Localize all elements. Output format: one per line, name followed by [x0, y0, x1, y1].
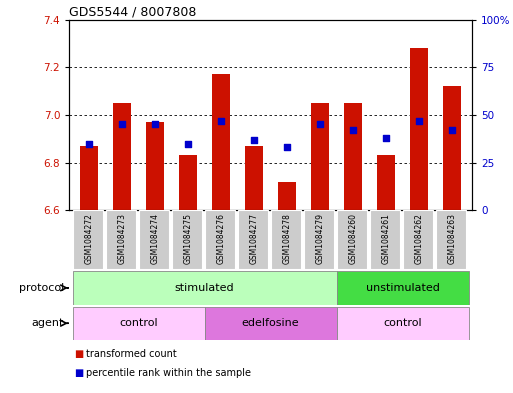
Point [283, 144, 291, 151]
Point [151, 121, 159, 128]
Text: transformed count: transformed count [86, 349, 176, 359]
Point [250, 137, 258, 143]
Bar [437, 210, 466, 269]
Bar [205, 307, 337, 340]
Point [316, 121, 324, 128]
Text: GSM1084276: GSM1084276 [216, 213, 226, 264]
Text: GSM1084277: GSM1084277 [250, 213, 259, 264]
Bar [311, 103, 329, 210]
Text: GSM1084261: GSM1084261 [382, 213, 390, 264]
Text: stimulated: stimulated [175, 283, 234, 293]
Bar [443, 86, 461, 210]
Point [184, 140, 192, 147]
Bar [80, 146, 98, 210]
Text: GSM1084274: GSM1084274 [151, 213, 160, 264]
Bar [73, 210, 103, 269]
Text: edelfosine: edelfosine [242, 318, 300, 328]
Text: GSM1084263: GSM1084263 [448, 213, 457, 264]
Bar [377, 156, 395, 210]
Text: GSM1084275: GSM1084275 [184, 213, 192, 264]
Point [448, 127, 456, 133]
Text: GSM1084272: GSM1084272 [85, 213, 93, 264]
Text: ■: ■ [74, 368, 84, 378]
Bar [179, 156, 197, 210]
Bar [304, 210, 334, 269]
Text: GSM1084260: GSM1084260 [349, 213, 358, 264]
Text: ■: ■ [74, 349, 84, 359]
Text: GDS5544 / 8007808: GDS5544 / 8007808 [69, 6, 196, 18]
Bar [212, 74, 230, 210]
Bar [113, 103, 131, 210]
Bar [403, 210, 433, 269]
Text: protocol: protocol [19, 283, 64, 293]
Point [349, 127, 357, 133]
Bar [337, 271, 469, 305]
Bar [344, 103, 362, 210]
Text: percentile rank within the sample: percentile rank within the sample [86, 368, 251, 378]
Bar [410, 48, 428, 210]
Bar [205, 210, 235, 269]
Text: control: control [119, 318, 158, 328]
Bar [146, 122, 164, 210]
Bar [106, 210, 136, 269]
Point [85, 140, 93, 147]
Point [382, 135, 390, 141]
Bar [337, 210, 367, 269]
Text: GSM1084273: GSM1084273 [117, 213, 127, 264]
Bar [337, 307, 469, 340]
Bar [370, 210, 400, 269]
Point [118, 121, 126, 128]
Text: control: control [383, 318, 422, 328]
Bar [72, 271, 337, 305]
Text: GSM1084262: GSM1084262 [415, 213, 424, 264]
Bar [238, 210, 268, 269]
Bar [271, 210, 301, 269]
Text: GSM1084279: GSM1084279 [315, 213, 325, 264]
Text: unstimulated: unstimulated [366, 283, 440, 293]
Text: GSM1084278: GSM1084278 [283, 213, 291, 264]
Point [217, 118, 225, 124]
Bar [245, 146, 263, 210]
Point [415, 118, 423, 124]
Bar [139, 210, 169, 269]
Bar [72, 307, 205, 340]
Bar [172, 210, 202, 269]
Bar [278, 182, 296, 210]
Text: agent: agent [32, 318, 64, 328]
